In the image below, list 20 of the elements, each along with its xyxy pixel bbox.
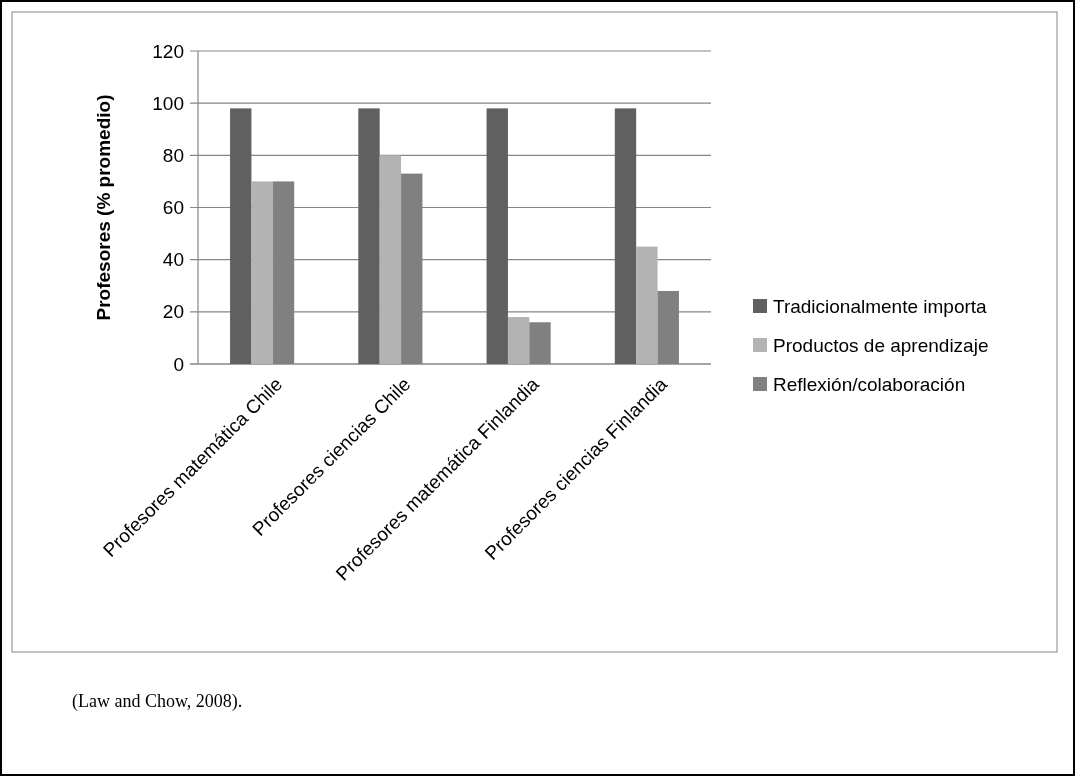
y-tick-label: 60 bbox=[162, 197, 184, 219]
bar bbox=[358, 108, 380, 364]
text: (Law and Chow, 2008). bbox=[72, 691, 243, 712]
y-tick-label: 0 bbox=[173, 353, 184, 375]
y-tick-label: 20 bbox=[162, 301, 184, 323]
y-tick-label: 80 bbox=[162, 144, 184, 166]
y-tick-label: 120 bbox=[152, 40, 184, 62]
bar bbox=[251, 181, 273, 364]
y-tick-label: 40 bbox=[162, 249, 184, 271]
bar bbox=[379, 155, 402, 364]
bar bbox=[614, 108, 637, 364]
bar bbox=[507, 317, 530, 364]
y-tick-label: 100 bbox=[152, 92, 184, 114]
y-axis-title: Profesores (% promedio) bbox=[93, 94, 114, 321]
legend-label: Reflexión/colaboración bbox=[773, 373, 966, 395]
bar bbox=[636, 246, 658, 364]
bar bbox=[486, 108, 508, 364]
legend-label: Productos de aprendizaje bbox=[773, 334, 989, 356]
legend-label: Tradicionalmente importa bbox=[773, 295, 988, 317]
bar bbox=[230, 108, 252, 364]
